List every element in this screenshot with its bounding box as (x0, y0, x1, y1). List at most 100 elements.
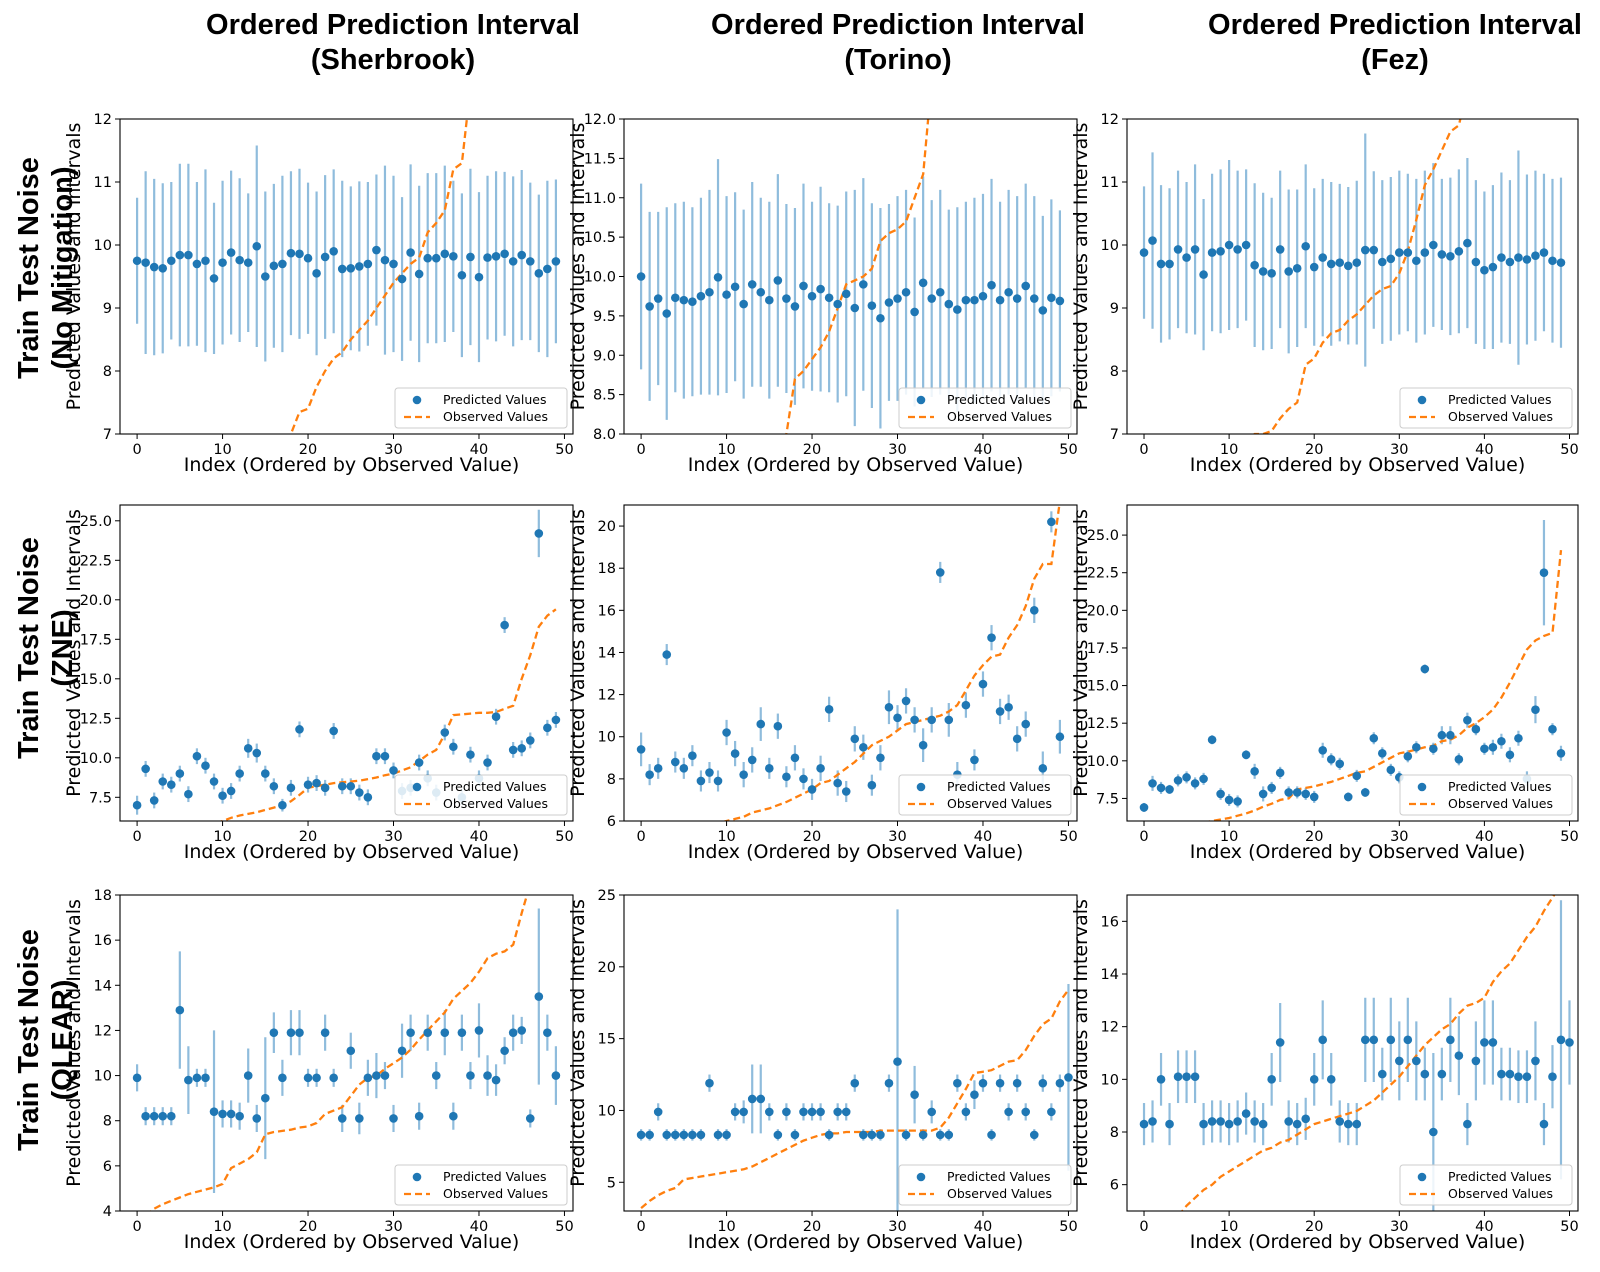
predicted-point (1216, 247, 1225, 256)
x-tick-label: 50 (555, 1219, 573, 1235)
predicted-point (397, 274, 407, 284)
predicted-point (978, 679, 988, 689)
predicted-point (1360, 245, 1370, 255)
predicted-point (961, 295, 971, 305)
predicted-point (1556, 1035, 1566, 1045)
predicted-point (431, 253, 441, 263)
predicted-point (884, 1078, 894, 1088)
predicted-point (500, 249, 509, 259)
y-tick-label: 18 (598, 561, 616, 577)
predicted-point (953, 305, 962, 314)
predicted-point (414, 269, 424, 279)
y-tick-label: 10.5 (584, 230, 616, 246)
predicted-point (1335, 1117, 1345, 1126)
predicted-point (397, 1046, 407, 1056)
predicted-point (645, 770, 654, 779)
predicted-point (483, 758, 492, 767)
predicted-point (893, 294, 902, 303)
predicted-point (688, 751, 697, 760)
x-tick-label: 40 (974, 1219, 992, 1235)
legend-label-predicted: Predicted Values (443, 1169, 547, 1184)
x-tick-label: 30 (384, 829, 402, 845)
predicted-point (243, 258, 253, 267)
predicted-point (1055, 1078, 1065, 1088)
predicted-point (1556, 748, 1566, 758)
predicted-point (1352, 771, 1362, 781)
predicted-point (636, 745, 646, 754)
predicted-point (329, 726, 338, 736)
predicted-point (944, 299, 954, 309)
predicted-point (722, 728, 731, 737)
x-tick-label: 10 (1220, 442, 1238, 458)
predicted-point (192, 1073, 202, 1083)
predicted-point (910, 715, 919, 725)
y-tick-label: 9.5 (593, 309, 616, 325)
predicted-point (141, 258, 150, 267)
predicted-point (320, 1028, 330, 1037)
predicted-point (149, 262, 159, 272)
predicted-point (1403, 248, 1413, 257)
y-axis-label: Predicted Values and Intervals (63, 123, 85, 411)
predicted-point (1531, 251, 1540, 261)
predicted-point (987, 633, 996, 643)
predicted-point (1548, 256, 1557, 266)
y-tick-label: 11.0 (584, 191, 616, 207)
predicted-point (824, 1130, 834, 1140)
predicted-point (235, 255, 244, 265)
predicted-point (243, 744, 253, 753)
predicted-point (406, 248, 415, 257)
predicted-point (269, 1028, 279, 1037)
axes-frame (623, 504, 1078, 822)
observed-values-line (1252, 119, 1462, 434)
predicted-point (713, 272, 723, 282)
predicted-point (1012, 294, 1022, 303)
x-tick-label: 10 (1220, 1219, 1238, 1235)
observed-values-line (218, 608, 557, 821)
legend-label-predicted: Predicted Values (1448, 1169, 1552, 1184)
predicted-point (1480, 1038, 1489, 1047)
predicted-point (1471, 724, 1481, 734)
predicted-point (1284, 1117, 1293, 1126)
predicted-point (1522, 1072, 1532, 1081)
predicted-point (782, 294, 791, 303)
predicted-point (1047, 1107, 1056, 1117)
predicted-point (508, 745, 518, 755)
legend-box (898, 1164, 1072, 1206)
predicted-point (1182, 1072, 1191, 1081)
predicted-point (278, 259, 287, 269)
predicted-point (261, 1093, 270, 1103)
predicted-point (1488, 742, 1498, 752)
predicted-point (466, 252, 475, 262)
axes-frame (119, 118, 574, 435)
y-tick-label: 10.0 (80, 751, 112, 767)
predicted-point (662, 1130, 672, 1140)
predicted-point (380, 1071, 390, 1080)
plot-area (1139, 520, 1566, 821)
predicted-point (1531, 705, 1540, 714)
panel-fez-none: 0 10 20 30 40 50 7 8 9 10 11 12 Index (Ordered by Ob… (1070, 112, 1579, 476)
predicted-point (1267, 1075, 1276, 1084)
predicted-point (303, 253, 313, 263)
predicted-point (901, 696, 911, 706)
legend-label-observed: Observed Values (443, 1186, 548, 1201)
predicted-point (1480, 744, 1489, 754)
legend-marker-predicted (916, 395, 926, 405)
predicted-point (730, 749, 740, 758)
predicted-point (1343, 261, 1353, 271)
y-tick-label: 16 (94, 933, 112, 949)
legend-box (1399, 387, 1573, 429)
predicted-point (790, 1130, 800, 1140)
y-tick-label: 6 (103, 1159, 112, 1175)
plot-area (636, 909, 1073, 1211)
predicted-point (449, 1111, 458, 1121)
predicted-point (166, 1111, 176, 1121)
predicted-point (346, 1046, 356, 1056)
y-tick-label: 8.0 (593, 427, 616, 443)
predicted-point (1326, 259, 1336, 269)
legend-label-observed: Observed Values (1448, 409, 1553, 424)
predicted-point (1216, 789, 1225, 799)
predicted-point (406, 1028, 415, 1037)
x-tick-label: 20 (1305, 442, 1323, 458)
predicted-point (696, 776, 706, 786)
predicted-point (730, 1107, 740, 1117)
